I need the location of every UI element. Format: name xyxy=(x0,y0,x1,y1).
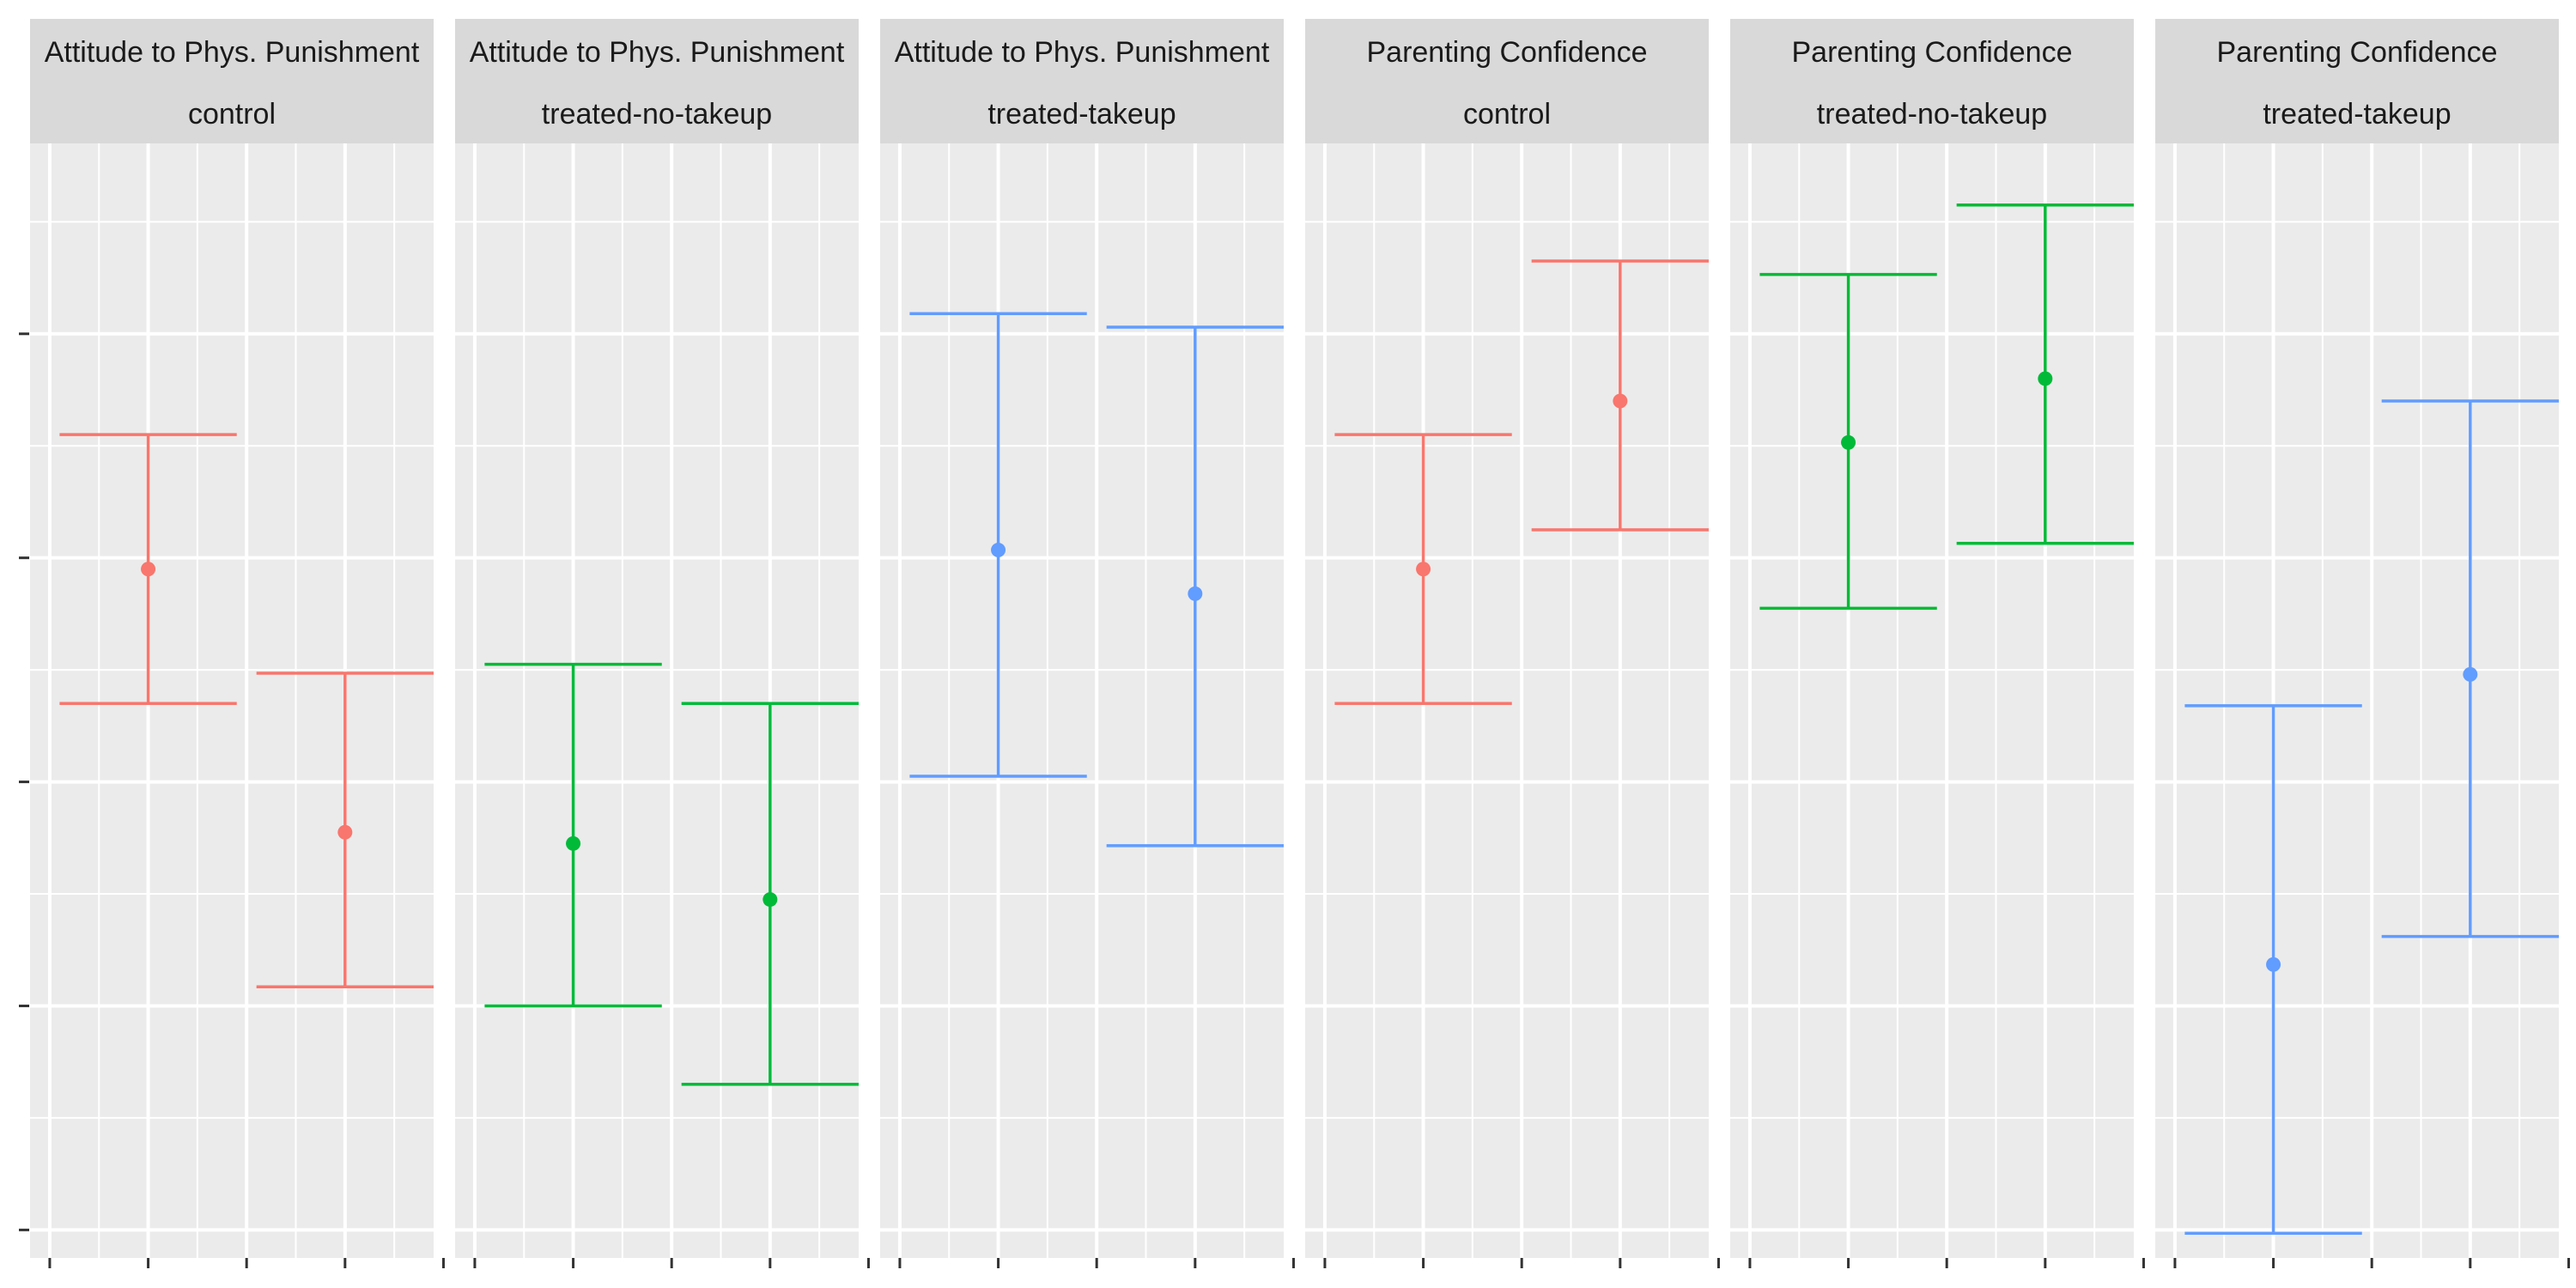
data-point xyxy=(1613,393,1628,409)
error-bar xyxy=(484,662,662,1008)
panel-background xyxy=(1305,143,1709,1258)
error-bar xyxy=(2184,704,2362,1236)
facet-panel: Attitude to Phys. Punishment treated-no-t… xyxy=(455,19,871,1268)
facet-strip-label-bottom: treated-takeup xyxy=(987,98,1176,131)
facet-strip-label-top: Attitude to Phys. Punishment xyxy=(895,36,1270,69)
facet-panel: Parenting Confidence control xyxy=(1305,19,1721,1268)
facet-strip-label-top: Parenting Confidence xyxy=(2216,36,2497,69)
panel-background xyxy=(880,143,1284,1258)
facet-strip-label-top: Parenting Confidence xyxy=(1366,36,1647,69)
data-point xyxy=(2463,666,2478,682)
panel-background xyxy=(30,143,434,1258)
data-point xyxy=(1841,434,1856,450)
error-bar xyxy=(1531,259,1709,532)
facet-strip xyxy=(1305,19,1709,143)
facet-panel: Parenting Confidence treated-takeup xyxy=(2155,19,2571,1268)
error-bar xyxy=(1956,203,2134,545)
data-point xyxy=(337,824,353,840)
data-point xyxy=(1416,562,1431,577)
facet-strip-label-bottom: control xyxy=(188,98,276,131)
facet-strip-label-bottom: control xyxy=(1463,98,1551,131)
error-bar xyxy=(256,671,434,989)
error-bar xyxy=(1106,325,1284,848)
facet-strip xyxy=(880,19,1284,143)
facet-strip xyxy=(1730,19,2134,143)
error-bar xyxy=(2381,399,2559,939)
error-bar xyxy=(59,433,237,706)
error-bar xyxy=(1759,272,1937,611)
error-bar xyxy=(1334,433,1512,706)
error-bar xyxy=(909,312,1087,778)
facet-strip-label-top: Attitude to Phys. Punishment xyxy=(45,36,420,69)
data-point xyxy=(1188,586,1203,601)
facet-strip-label-bottom: treated-no-takeup xyxy=(542,98,772,131)
data-point xyxy=(762,892,778,908)
panel-background xyxy=(455,143,859,1258)
data-point xyxy=(991,543,1006,558)
facet-panel: Parenting Confidence treated-no-takeup xyxy=(1730,19,2146,1268)
facet-strip xyxy=(2155,19,2559,143)
facet-panel: Attitude to Phys. Punishment treated-take… xyxy=(880,19,1296,1268)
data-point xyxy=(2266,957,2281,972)
facet-strip-label-top: Attitude to Phys. Punishment xyxy=(470,36,845,69)
panel-background xyxy=(1730,143,2134,1258)
facet-strip xyxy=(455,19,859,143)
error-bar xyxy=(681,702,859,1086)
facet-panel: Attitude to Phys. Punishment control xyxy=(30,19,446,1268)
data-point xyxy=(2038,371,2053,386)
facet-strip-label-top: Parenting Confidence xyxy=(1791,36,2072,69)
panel-background xyxy=(2155,143,2559,1258)
data-point xyxy=(566,835,581,851)
facet-strip xyxy=(30,19,434,143)
facet-strip-label-bottom: treated-no-takeup xyxy=(1817,98,2047,131)
data-point xyxy=(141,562,156,577)
facet-strip-label-bottom: treated-takeup xyxy=(2263,98,2451,131)
